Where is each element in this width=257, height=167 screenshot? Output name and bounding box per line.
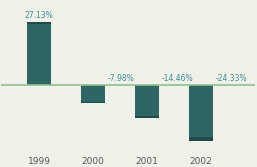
Bar	[189, 85, 213, 141]
Bar	[81, 102, 105, 103]
Bar	[135, 116, 159, 118]
Text: -14.46%: -14.46%	[162, 74, 193, 83]
Text: -7.98%: -7.98%	[108, 74, 135, 83]
Bar	[135, 85, 159, 118]
Bar	[27, 22, 51, 24]
Bar	[189, 137, 213, 141]
Bar	[27, 22, 51, 85]
Bar	[81, 85, 105, 103]
Text: -24.33%: -24.33%	[216, 74, 247, 83]
Text: 27.13%: 27.13%	[25, 11, 53, 20]
